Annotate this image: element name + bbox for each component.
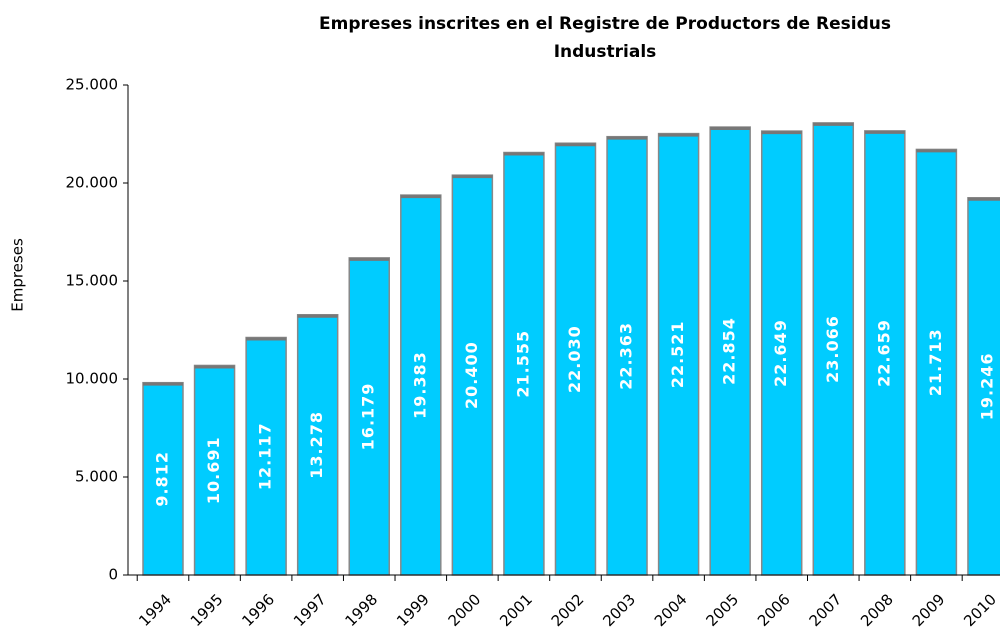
y-tick-label: 0 — [108, 566, 118, 584]
value-label: 20.400 — [462, 341, 481, 409]
x-tick-label: 2003 — [599, 590, 639, 630]
bar — [451, 174, 494, 576]
value-label: 12.117 — [256, 422, 275, 490]
value-label: 22.030 — [565, 325, 584, 393]
x-tick-label: 2007 — [806, 590, 846, 630]
bar — [915, 148, 958, 576]
value-label: 22.521 — [668, 320, 687, 388]
y-axis-label: Empreses — [9, 238, 27, 312]
y-tick-label: 15.000 — [66, 272, 119, 290]
chart-title: Industrials — [554, 42, 657, 62]
value-label: 16.179 — [359, 383, 378, 451]
x-tick-label: 2006 — [754, 590, 794, 630]
bar — [760, 130, 803, 576]
value-label: 9.812 — [153, 451, 172, 507]
x-tick-label: 1996 — [238, 590, 278, 630]
value-label: 22.659 — [874, 319, 893, 387]
x-tick-label: 2008 — [857, 590, 897, 630]
y-tick-label: 25.000 — [66, 76, 119, 94]
y-tick-label: 10.000 — [66, 370, 119, 388]
value-label: 19.246 — [977, 353, 996, 421]
value-label: 10.691 — [204, 436, 223, 504]
bar — [554, 142, 597, 576]
x-tick-label: 2009 — [909, 590, 949, 630]
x-tick-label: 2004 — [651, 590, 691, 630]
bar — [709, 126, 751, 576]
x-tick-label: 1998 — [342, 590, 382, 630]
x-tick-label: 2002 — [548, 590, 588, 630]
value-label: 21.555 — [513, 330, 532, 398]
y-tick-label: 20.000 — [66, 174, 119, 192]
bar — [400, 194, 442, 576]
x-tick-label: 1994 — [135, 590, 175, 630]
bar — [864, 130, 906, 576]
x-tick-label: 1999 — [393, 590, 433, 630]
x-tick-label: 2001 — [496, 590, 536, 630]
x-tick-label: 2010 — [960, 590, 1000, 630]
x-tick-label: 1995 — [187, 590, 227, 630]
chart-title: Empreses inscrites en el Registre de Pro… — [319, 14, 891, 34]
value-label: 19.383 — [410, 351, 429, 419]
value-label: 23.066 — [823, 315, 842, 383]
value-label: 22.363 — [617, 322, 636, 390]
x-tick-label: 2005 — [702, 590, 742, 630]
value-label: 22.649 — [771, 319, 790, 387]
bar — [245, 336, 287, 576]
bar — [503, 151, 545, 576]
value-label: 21.713 — [926, 328, 945, 396]
value-label: 22.854 — [720, 317, 739, 385]
y-tick-label: 5.000 — [75, 468, 118, 486]
x-tick-label: 2000 — [445, 590, 485, 630]
x-tick-label: 1997 — [290, 590, 330, 630]
value-label: 13.278 — [307, 411, 326, 479]
